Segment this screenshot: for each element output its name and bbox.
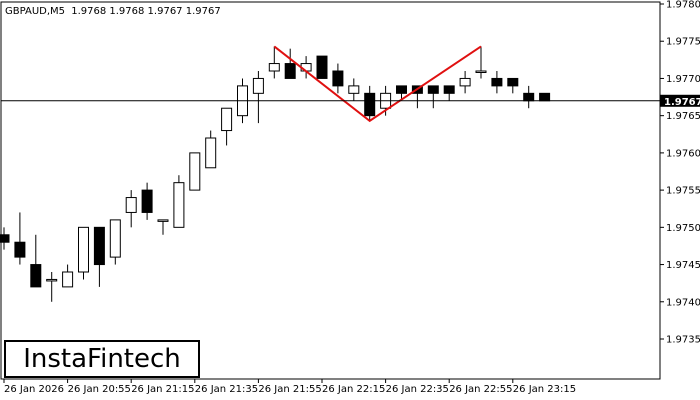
candle <box>221 107 233 146</box>
candle <box>141 182 153 220</box>
candle <box>157 219 169 235</box>
chart-header: GBPAUD,M5 1.9768 1.9768 1.9767 1.9767 <box>5 6 221 17</box>
brand-logo: InstaFintech <box>4 340 200 378</box>
x-tick-label: 26 Jan 2026 <box>4 384 64 395</box>
current-price-label: 1.9767 <box>664 97 700 108</box>
candle <box>284 48 296 79</box>
y-tick-label: 1.9750 <box>666 223 700 234</box>
candle-body-bear <box>93 226 105 266</box>
candle-body-bear <box>284 63 296 79</box>
y-tick-label: 1.9770 <box>666 74 700 85</box>
current-price-tag <box>660 94 700 107</box>
candle <box>523 85 535 109</box>
candle <box>93 226 105 287</box>
x-tick-label: 26 Jan 21:35 <box>195 384 258 395</box>
candle-body-bear <box>364 92 376 117</box>
candle-body-bull <box>189 152 201 191</box>
candle <box>62 264 74 288</box>
candle <box>189 152 201 191</box>
double-top-pattern <box>273 45 482 123</box>
candle-body-bull <box>268 63 280 72</box>
y-tick-label: 1.9775 <box>666 37 700 48</box>
candle <box>14 212 26 265</box>
candle-body-bear <box>14 241 26 258</box>
candle <box>427 85 439 109</box>
candle-body-bull <box>125 197 137 213</box>
candle-body-bear <box>0 234 10 243</box>
candle <box>46 272 58 302</box>
x-tick-label: 26 Jan 22:55 <box>449 384 512 395</box>
candle <box>443 85 455 101</box>
candle <box>332 63 344 94</box>
candle-body-bull <box>221 107 233 132</box>
candle <box>475 46 487 79</box>
candle <box>125 190 137 228</box>
ohlc-values: 1.9768 1.9768 1.9767 1.9767 <box>71 6 221 17</box>
candle-body-bull <box>205 137 217 169</box>
candle <box>507 77 519 94</box>
x-tick-label: 26 Jan 20:55 <box>68 384 131 395</box>
candle-body-bear <box>316 55 328 79</box>
candle <box>252 71 264 124</box>
candle-body-bear <box>539 92 551 102</box>
x-tick-label: 26 Jan 21:15 <box>131 384 194 395</box>
y-tick-label: 1.9755 <box>666 186 700 197</box>
candle <box>109 219 121 265</box>
candle-body-bull <box>46 278 58 282</box>
candle-body-bear <box>443 85 455 94</box>
candle <box>78 226 89 280</box>
candle-body-bull <box>459 77 471 87</box>
candles-layer <box>0 46 551 302</box>
candle <box>491 71 503 94</box>
candle-body-bull <box>62 271 74 288</box>
candle-body-bear <box>507 77 519 87</box>
candle-body-bear <box>491 77 503 87</box>
time-axis: 26 Jan 2026 26 Jan 20:55 26 Jan 21:15 26 Ja… <box>3 379 576 395</box>
y-tick-label: 1.9745 <box>666 260 700 271</box>
candle <box>364 85 376 121</box>
candle-body-bear <box>523 92 535 102</box>
x-tick-label: 26 Jan 23:15 <box>513 384 576 395</box>
price-axis: 1.9780 1.9775 1.9770 1.9765 1.9760 1.9755 1.97… <box>660 0 700 346</box>
symbol-label: GBPAUD,M5 <box>5 6 65 17</box>
candle-body-bull <box>157 219 169 222</box>
candle <box>539 92 551 102</box>
candle-body-bear <box>30 264 42 288</box>
pattern-line <box>273 45 482 123</box>
candle-body-bear <box>141 189 153 213</box>
candle-body-bear <box>427 85 439 94</box>
candle <box>316 55 328 79</box>
candle <box>268 46 280 79</box>
candle <box>396 85 407 101</box>
candle <box>459 71 471 94</box>
y-tick-label: 1.9780 <box>666 0 700 11</box>
candle <box>205 130 217 169</box>
candle-body-bull <box>173 182 185 228</box>
x-tick-label: 26 Jan 22:15 <box>322 384 385 395</box>
plot-frame <box>0 1 661 380</box>
candle-body-bull <box>78 226 89 273</box>
candle <box>348 78 360 101</box>
plot-border <box>0 1 661 380</box>
y-tick-label: 1.9735 <box>666 335 700 346</box>
candle-body-bear <box>332 70 344 87</box>
candle-body-bull <box>252 77 264 94</box>
candle-body-bull <box>475 70 487 73</box>
x-tick-label: 26 Jan 22:35 <box>386 384 449 395</box>
candle-body-bear <box>396 85 407 94</box>
candle <box>30 234 42 288</box>
y-tick-label: 1.9765 <box>666 111 700 122</box>
brand-logo-text: InstaFintech <box>23 344 181 374</box>
candle <box>173 175 185 228</box>
candle-body-bull <box>348 85 360 94</box>
candle <box>0 227 10 250</box>
y-tick-label: 1.9740 <box>666 297 700 308</box>
x-tick-label: 26 Jan 21:55 <box>258 384 321 395</box>
candle-body-bull <box>109 219 121 258</box>
y-tick-label: 1.9760 <box>666 148 700 159</box>
